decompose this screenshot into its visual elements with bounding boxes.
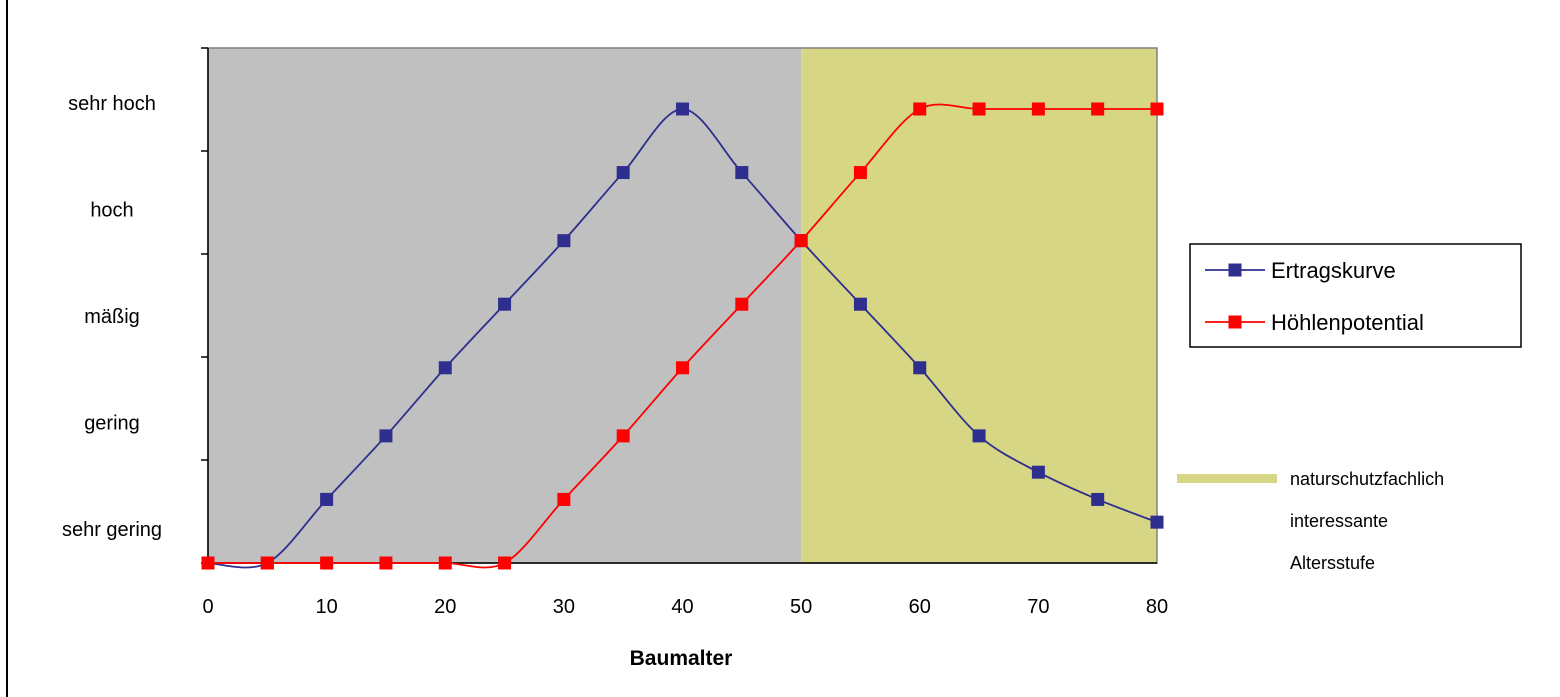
data-point [557, 234, 571, 248]
data-point [616, 166, 630, 180]
x-tick-label: 30 [553, 596, 575, 618]
data-point [676, 102, 689, 116]
x-tick-label: 40 [671, 596, 693, 618]
legend-marker [1228, 315, 1242, 329]
data-point [1091, 102, 1105, 116]
y-tick-label: sehr hoch [68, 93, 156, 115]
y-tick-label: hoch [90, 200, 133, 222]
data-point [498, 297, 512, 311]
x-tick-label: 50 [790, 596, 812, 618]
data-point [498, 556, 512, 570]
y-axis-labels: sehr gering gering mäßig hoch sehr hoch [62, 93, 162, 541]
region-legend: naturschutzfachlich interessante Altersstu… [1177, 469, 1444, 573]
data-point [735, 297, 749, 311]
x-axis-labels: 0 10 20 30 40 50 60 70 80 [202, 596, 1168, 618]
x-tick-label: 60 [909, 596, 931, 618]
legend-marker [1228, 263, 1242, 277]
data-point [320, 492, 334, 506]
x-tick-label: 0 [202, 596, 213, 618]
x-tick-label: 20 [434, 596, 456, 618]
left-border-line [6, 0, 8, 697]
legend-box [1189, 243, 1522, 348]
data-point [1150, 515, 1164, 529]
data-point [557, 492, 571, 506]
background-regions [207, 47, 1158, 564]
x-axis-title: Baumalter [630, 647, 733, 670]
data-point [1091, 492, 1105, 506]
y-tick-label: gering [84, 413, 140, 435]
data-point [1031, 465, 1045, 479]
data-point [1150, 102, 1164, 116]
data-point [438, 556, 452, 570]
data-point [853, 297, 867, 311]
x-tick-label: 80 [1146, 596, 1168, 618]
data-point [616, 429, 630, 443]
x-tick-label: 10 [316, 596, 338, 618]
data-point [1031, 102, 1045, 116]
region-legend-label: interessante [1290, 511, 1388, 531]
data-point [972, 429, 986, 443]
data-point [853, 166, 867, 180]
data-point [320, 556, 334, 570]
data-point [913, 102, 927, 116]
data-point [201, 556, 215, 570]
region-legend-label: naturschutzfachlich [1290, 469, 1444, 489]
region-legend-label: Altersstufe [1290, 553, 1375, 573]
data-point [913, 361, 927, 375]
data-point [438, 361, 452, 375]
x-tick-label: 70 [1027, 596, 1049, 618]
series-lines [201, 102, 1164, 570]
y-tick-label: mäßig [84, 306, 140, 328]
data-point [260, 556, 274, 570]
legend: Ertragskurve Höhlenpotential [1189, 243, 1522, 348]
legend-label: Höhlenpotential [1271, 310, 1424, 335]
y-tick-label: sehr gering [62, 519, 162, 541]
data-point [735, 166, 749, 180]
data-point [676, 361, 689, 375]
data-point [794, 234, 808, 248]
data-point [379, 429, 393, 443]
data-point [972, 102, 986, 116]
legend-label: Ertragskurve [1271, 258, 1396, 283]
data-point [379, 556, 393, 570]
region-legend-swatch [1177, 474, 1277, 483]
